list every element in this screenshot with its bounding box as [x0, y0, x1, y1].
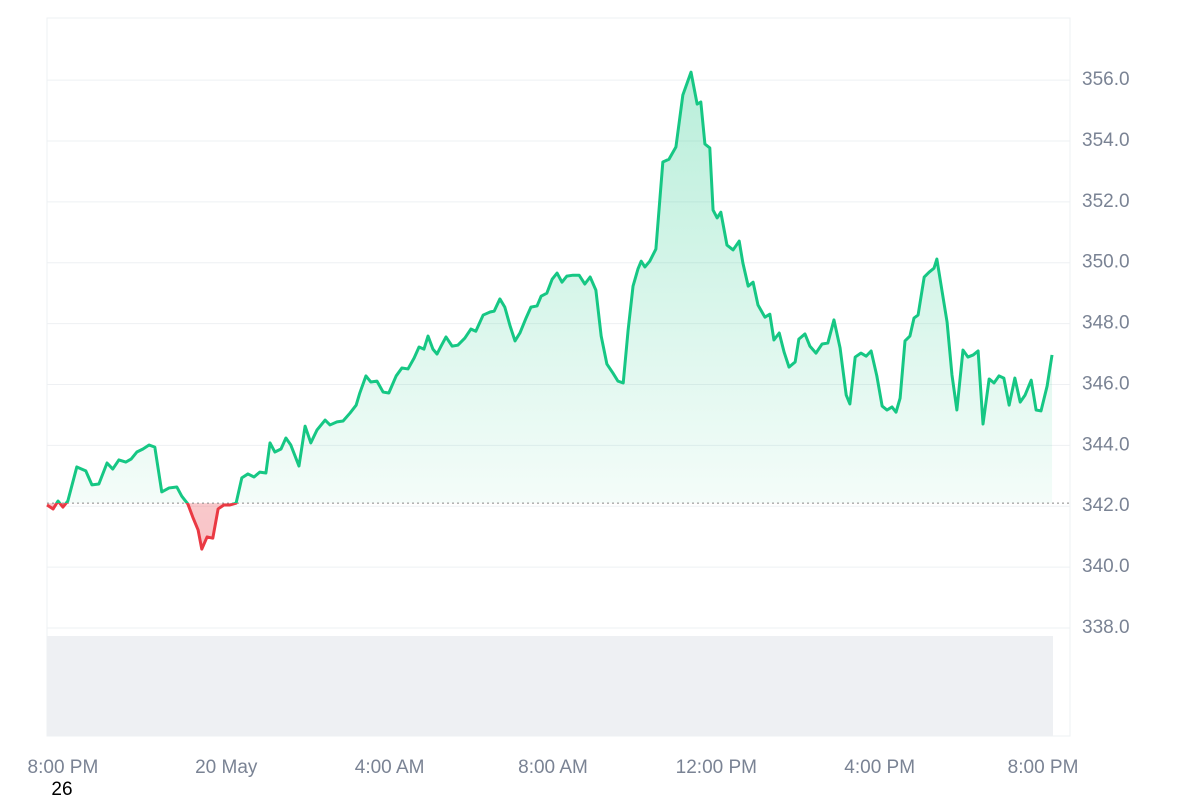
x-tick-label: 4:00 AM: [355, 757, 425, 778]
price-line-up: [54, 70, 1054, 504]
volume-panel: [47, 636, 1053, 736]
x-tick-label: 8:00 PM: [28, 757, 99, 778]
y-tick-label: 338.0: [1082, 617, 1130, 638]
y-tick-label: 356.0: [1082, 69, 1130, 90]
y-tick-label: 350.0: [1082, 252, 1130, 273]
x-tick-label: 20 May: [195, 757, 258, 778]
y-tick-label: 348.0: [1082, 313, 1130, 334]
x-tick-label: 12:00 PM: [676, 757, 757, 778]
x-tick-label: 8:00 PM: [1008, 757, 1079, 778]
x-tick-label: 8:00 AM: [518, 757, 588, 778]
y-tick-label: 340.0: [1082, 556, 1130, 577]
y-tick-label: 342.0: [1082, 495, 1130, 516]
area-up: [56, 72, 1053, 504]
price-line-down: [46, 503, 238, 551]
y-tick-label: 346.0: [1082, 373, 1130, 394]
x-tick-label: 4:00 PM: [844, 757, 915, 778]
y-tick-label: 344.0: [1082, 434, 1130, 455]
y-tick-label: 352.0: [1082, 191, 1130, 212]
annotation: 26: [51, 779, 72, 800]
y-tick-label: 354.0: [1082, 130, 1130, 151]
